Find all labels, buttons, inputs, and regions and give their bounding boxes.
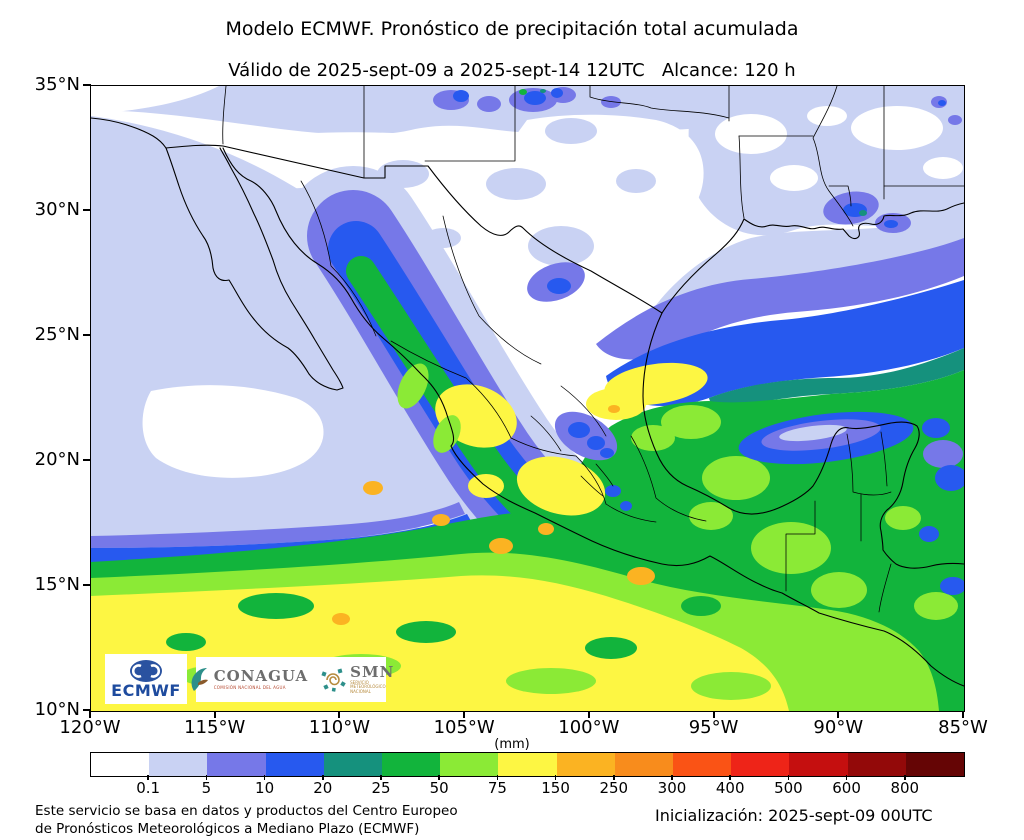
- colorbar-segment: [382, 753, 441, 776]
- smn-logo-subtext: SERVICIO METEOROLÓGICO NACIONAL: [350, 679, 386, 694]
- smn-icon: [321, 668, 346, 692]
- colorbar-tick-label: 600: [832, 779, 861, 797]
- colorbar-tick-label: 5: [201, 779, 212, 797]
- colorbar: [90, 752, 965, 777]
- lon-tick-mark: [587, 711, 590, 718]
- colorbar-tick-label: 20: [313, 779, 333, 797]
- lon-tick-label: 90°W: [813, 717, 864, 738]
- lat-tick-mark: [83, 709, 91, 711]
- colorbar-tick-label: 50: [429, 779, 449, 797]
- colorbar-segment: [789, 753, 848, 776]
- colorbar-unit-label: (mm): [494, 737, 530, 752]
- colorbar-segment: [440, 753, 499, 776]
- lon-tick-label: 120°W: [59, 717, 121, 738]
- lat-tick-label: 10°N: [34, 699, 80, 720]
- service-disclaimer: Este servicio se basa en datos y product…: [35, 803, 458, 838]
- colorbar-tick-label: 250: [599, 779, 629, 797]
- lat-tick-label: 15°N: [34, 574, 80, 595]
- disclaimer-line-2: de Pronósticos Meteorológicos a Mediano …: [35, 820, 420, 837]
- lon-tick-mark: [712, 711, 715, 718]
- lat-tick-mark: [83, 584, 91, 586]
- colorbar-segment: [149, 753, 208, 776]
- colorbar-segment: [91, 753, 150, 776]
- colorbar-segment: [323, 753, 383, 776]
- lon-tick-mark: [213, 711, 216, 718]
- smn-logo-label: SMN: [350, 662, 395, 681]
- lon-tick-label: 95°W: [688, 717, 739, 738]
- colorbar-tick-label: 300: [657, 779, 687, 797]
- conagua-logo-label: CONAGUA: [213, 667, 309, 685]
- colorbar-tick-label: 0.1: [136, 779, 161, 797]
- smn-logo: SMN SERVICIO METEOROLÓGICO NACIONAL: [320, 662, 395, 695]
- disclaimer-line-1: Este servicio se basa en datos y product…: [35, 803, 458, 819]
- colorbar-segment: [614, 753, 674, 776]
- valid-period-subtitle: Válido de 2025-sept-09 a 2025-sept-14 12…: [228, 60, 796, 81]
- colorbar-segment: [847, 753, 906, 776]
- lat-tick-label: 25°N: [34, 324, 80, 345]
- lat-tick-label: 20°N: [34, 449, 80, 470]
- colorbar-tick-label: 75: [487, 779, 507, 797]
- lon-tick-label: 105°W: [433, 717, 495, 738]
- colorbar-segment: [731, 753, 790, 776]
- colorbar-tick-label: 800: [890, 779, 920, 797]
- colorbar-tick-label: 25: [371, 779, 391, 797]
- colorbar-segment: [498, 753, 557, 776]
- ecmwf-logo-label: ECMWF: [111, 681, 181, 700]
- colorbar-segment: [905, 753, 965, 776]
- lon-tick-mark: [338, 711, 341, 718]
- map-canvas: [91, 86, 964, 711]
- lon-tick-label: 100°W: [558, 717, 620, 738]
- lon-tick-mark: [962, 711, 964, 718]
- lon-tick-mark: [837, 711, 840, 718]
- ecmwf-logo: ECMWF: [105, 654, 187, 704]
- lon-tick-label: 115°W: [184, 717, 246, 738]
- precipitation-map: [90, 85, 965, 712]
- lon-tick-label: 110°W: [308, 717, 370, 738]
- ecmwf-icon: [130, 660, 162, 682]
- lat-tick-mark: [83, 209, 91, 211]
- lon-tick-label: 85°W: [938, 717, 988, 738]
- lon-tick-mark: [89, 711, 91, 718]
- colorbar-segment: [556, 753, 615, 776]
- conagua-logo-subtext: COMISIÓN NACIONAL DEL AGUA: [213, 685, 286, 690]
- conagua-smn-logo: CONAGUA COMISIÓN NACIONAL DEL AGUA SMN S…: [191, 657, 393, 702]
- lat-tick-mark: [83, 84, 91, 86]
- lat-tick-mark: [83, 334, 91, 336]
- initialization-label: Inicialización: 2025-sept-09 00UTC: [655, 806, 933, 825]
- page-title: Modelo ECMWF. Pronóstico de precipitació…: [225, 18, 799, 40]
- conagua-logo: CONAGUA COMISIÓN NACIONAL DEL AGUA: [188, 665, 308, 695]
- conagua-icon: [191, 667, 208, 691]
- lat-tick-mark: [83, 459, 91, 461]
- lat-tick-label: 35°N: [34, 74, 80, 95]
- borders-layer: [91, 86, 964, 687]
- colorbar-tick-label: 400: [715, 779, 745, 797]
- colorbar-tick-label: 150: [541, 779, 570, 797]
- colorbar-tick-label: 500: [774, 779, 803, 797]
- colorbar-tick-label: 10: [255, 779, 275, 797]
- lat-tick-label: 30°N: [34, 199, 80, 220]
- colorbar-segment: [673, 753, 732, 776]
- colorbar-segment: [207, 753, 266, 776]
- lon-tick-mark: [463, 711, 466, 718]
- colorbar-segment: [265, 753, 324, 776]
